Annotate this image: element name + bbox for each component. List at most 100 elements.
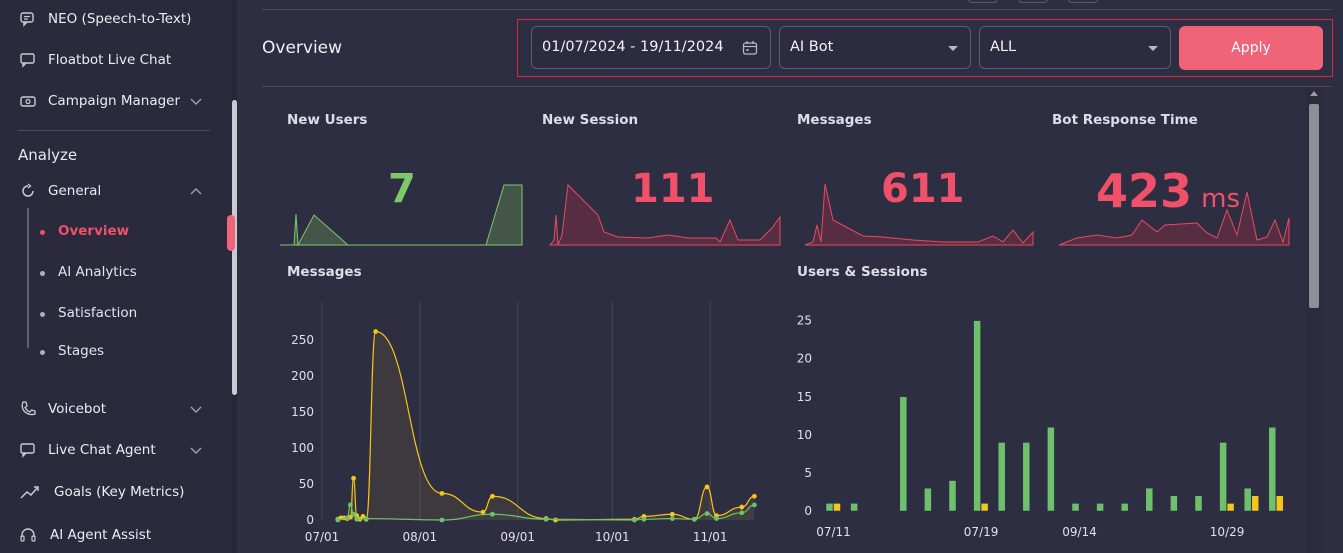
top-tab-stub[interactable] bbox=[1018, 0, 1048, 3]
y-tick-label: 0 bbox=[804, 504, 812, 518]
bar bbox=[1120, 503, 1129, 512]
bar bbox=[825, 503, 834, 512]
sparkline-new-users bbox=[280, 184, 523, 247]
data-point bbox=[669, 511, 675, 517]
active-indicator bbox=[227, 215, 235, 251]
sidebar-subitem-ai-analytics[interactable]: AI Analytics bbox=[0, 260, 220, 286]
header-divider bbox=[262, 9, 1332, 10]
data-point bbox=[335, 517, 341, 523]
bar bbox=[1268, 426, 1277, 512]
bar bbox=[833, 503, 841, 512]
sidebar-item-neo[interactable]: NEO (Speech-to-Text) bbox=[0, 4, 220, 34]
y-tick-label: 10 bbox=[797, 428, 812, 442]
channel-select[interactable]: ALL bbox=[979, 26, 1171, 69]
sidebar-item-goals[interactable]: Goals (Key Metrics) bbox=[0, 477, 220, 507]
bar bbox=[1170, 495, 1178, 512]
sidebar-item-general[interactable]: General bbox=[0, 176, 220, 206]
page-title: Overview bbox=[262, 38, 343, 58]
x-tick-label: 09/14 bbox=[1062, 525, 1097, 539]
sidebar-item-voicebot[interactable]: Voicebot bbox=[0, 394, 220, 424]
sidebar-item-label: AI Agent Assist bbox=[50, 527, 152, 543]
sidebar-scrollbar[interactable] bbox=[232, 0, 237, 553]
bar bbox=[899, 396, 908, 512]
data-point bbox=[351, 511, 356, 517]
caret-down-icon bbox=[1148, 46, 1158, 51]
phone-icon bbox=[18, 399, 38, 419]
trend-icon bbox=[20, 482, 40, 502]
messages-line-chart: 07/01 08/01 09/01 10/01 11/01 0 50 100 150 200 250 bbox=[291, 302, 757, 544]
y-tick-label: 20 bbox=[797, 352, 812, 366]
top-tab-stub[interactable] bbox=[968, 0, 998, 3]
bar bbox=[924, 487, 932, 512]
scroll-up-arrow-icon[interactable] bbox=[1310, 91, 1318, 96]
bar bbox=[1145, 487, 1154, 512]
bar bbox=[980, 503, 989, 512]
chart-title-messages: Messages bbox=[287, 264, 362, 280]
data-point bbox=[351, 475, 356, 481]
kpi-title-new-users: New Users bbox=[287, 112, 368, 128]
y-tick-label: 5 bbox=[804, 466, 812, 480]
sidebar-item-label: Live Chat Agent bbox=[48, 442, 156, 458]
data-point bbox=[669, 516, 675, 521]
sidebar-item-floatbot-live-chat[interactable]: Floatbot Live Chat bbox=[0, 45, 220, 75]
bar bbox=[850, 503, 858, 512]
y-tick-label: 25 bbox=[797, 314, 812, 328]
data-point bbox=[439, 490, 445, 496]
filter-bar bbox=[517, 19, 1333, 77]
x-tick-label: 10/01 bbox=[595, 530, 630, 544]
y-tick-label: 200 bbox=[291, 369, 314, 383]
kpi-value-bot-response-time: 423 ms bbox=[1096, 164, 1240, 218]
chevron-down-icon[interactable] bbox=[189, 94, 203, 108]
bullet-dot bbox=[40, 230, 45, 235]
data-point bbox=[714, 516, 719, 521]
sparkline-new-session bbox=[548, 183, 781, 246]
date-range-value: 01/07/2024 - 19/11/2024 bbox=[542, 39, 724, 55]
data-point bbox=[739, 504, 745, 510]
users-sessions-bar-chart: 0 5 10 15 20 25 07/11 07/19 09/14 10/29 bbox=[797, 314, 1284, 539]
sub-item-label: AI Analytics bbox=[58, 264, 137, 280]
data-point bbox=[490, 511, 495, 517]
kpi-title-new-session: New Session bbox=[542, 112, 639, 128]
chevron-up-icon[interactable] bbox=[189, 184, 203, 198]
apply-button[interactable]: Apply bbox=[1179, 26, 1323, 70]
sidebar-item-campaign-manager[interactable]: Campaign Manager bbox=[0, 86, 220, 116]
main-scrollbar[interactable] bbox=[1306, 87, 1322, 553]
data-point bbox=[692, 516, 697, 522]
x-tick-label: 07/19 bbox=[964, 525, 999, 539]
main-scroll-thumb[interactable] bbox=[1309, 104, 1319, 308]
date-range-picker[interactable]: 01/07/2024 - 19/11/2024 bbox=[531, 26, 771, 69]
kpi-value-messages: 611 bbox=[881, 166, 965, 212]
kpi-unit: ms bbox=[1201, 184, 1240, 214]
sidebar-subitem-satisfaction[interactable]: Satisfaction bbox=[0, 301, 220, 327]
y-tick-label: 100 bbox=[291, 441, 314, 455]
chevron-down-icon[interactable] bbox=[189, 402, 203, 416]
sidebar-item-label: Goals (Key Metrics) bbox=[54, 484, 185, 500]
sidebar-item-ai-agent-assist[interactable]: AI Agent Assist bbox=[0, 520, 220, 550]
headset-icon bbox=[18, 525, 38, 545]
data-point bbox=[480, 509, 486, 515]
sidebar-subitem-stages[interactable]: Stages bbox=[0, 339, 220, 365]
chat-icon bbox=[18, 50, 38, 70]
content-divider bbox=[262, 86, 1332, 87]
sidebar-item-label: Floatbot Live Chat bbox=[48, 52, 172, 68]
bar bbox=[1226, 503, 1235, 512]
calendar-icon bbox=[742, 41, 758, 55]
caret-down-icon bbox=[948, 46, 958, 51]
bot-select[interactable]: AI Bot bbox=[779, 26, 971, 69]
bar bbox=[973, 320, 981, 512]
bullet-dot bbox=[40, 271, 45, 276]
sidebar-item-live-chat-agent[interactable]: Live Chat Agent bbox=[0, 435, 220, 465]
chart-title-users-sessions: Users & Sessions bbox=[797, 264, 928, 280]
sidebar-item-label: Campaign Manager bbox=[48, 93, 181, 109]
sidebar-item-label: Voicebot bbox=[48, 401, 107, 417]
section-title-analyze: Analyze bbox=[18, 146, 78, 164]
data-point bbox=[344, 515, 350, 521]
sidebar-subitem-overview[interactable]: Overview bbox=[0, 219, 220, 245]
chevron-down-icon[interactable] bbox=[189, 443, 203, 457]
data-point bbox=[632, 517, 637, 523]
bar bbox=[948, 480, 957, 512]
data-point bbox=[439, 517, 445, 523]
kpi-title-bot-response-time: Bot Response Time bbox=[1052, 112, 1198, 128]
top-tab-stub[interactable] bbox=[1068, 0, 1098, 3]
data-point bbox=[490, 493, 495, 499]
